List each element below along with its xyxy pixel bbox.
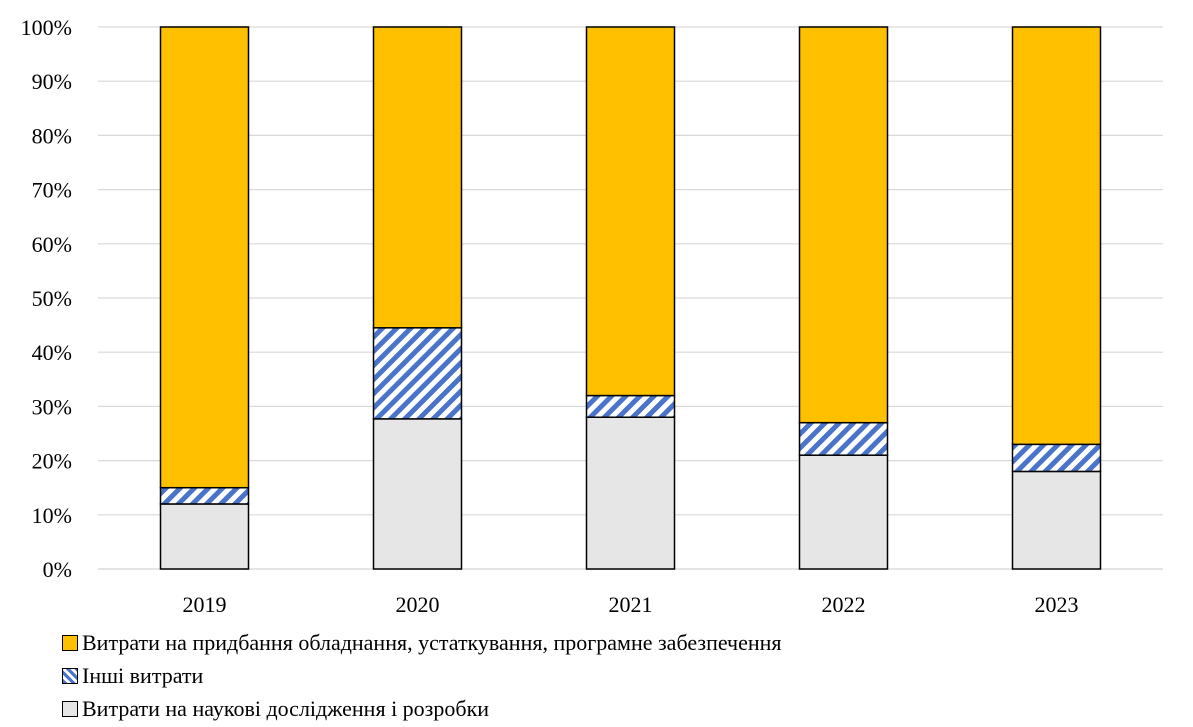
legend-label: Інші витрати — [82, 662, 204, 688]
y-tick-label: 30% — [32, 394, 72, 419]
legend-item: Витрати на придбання обладнання, устатку… — [62, 626, 782, 659]
y-tick-label: 100% — [21, 15, 72, 40]
legend-label: Витрати на придбання обладнання, устатку… — [82, 629, 782, 655]
bar-segment-2019-series-0 — [159, 503, 250, 570]
y-axis-ticks: 0% 10% 20% 30% 40% 50% 60% 70% 80% 90% 100% — [21, 15, 72, 582]
x-tick-label: 2023 — [1035, 592, 1079, 617]
legend-swatch — [62, 700, 78, 717]
x-axis-ticks: 2019 2020 2021 2022 2023 — [183, 592, 1079, 617]
legend-swatch — [62, 634, 78, 651]
legend-item: Інші витрати — [62, 659, 782, 692]
y-tick-label: 10% — [32, 503, 72, 528]
x-tick-label: 2020 — [396, 592, 440, 617]
x-tick-label: 2019 — [183, 592, 227, 617]
bar-segment-2022-series-1 — [798, 421, 889, 456]
bar-segment-2023-series-0 — [1011, 470, 1102, 570]
bar-segment-2023-series-2 — [1011, 26, 1102, 446]
bar-segment-2020-series-2 — [372, 26, 463, 329]
y-tick-label: 90% — [32, 69, 72, 94]
y-tick-label: 20% — [32, 449, 72, 474]
y-tick-label: 60% — [32, 232, 72, 257]
y-tick-label: 50% — [32, 286, 72, 311]
bars — [159, 26, 1102, 570]
x-tick-label: 2022 — [822, 592, 866, 617]
bar-segment-2019-series-1 — [159, 486, 250, 505]
y-tick-label: 0% — [43, 557, 72, 582]
bar-segment-2020-series-1 — [372, 327, 463, 420]
bar-segment-2022-series-0 — [798, 454, 889, 570]
bar-segment-2019-series-2 — [159, 26, 250, 489]
legend-swatch — [62, 667, 78, 684]
y-tick-label: 70% — [32, 178, 72, 203]
bar-segment-2021-series-0 — [585, 416, 676, 570]
bar-segment-2022-series-2 — [798, 26, 889, 424]
x-tick-label: 2021 — [609, 592, 653, 617]
bar-segment-2023-series-1 — [1011, 443, 1102, 473]
bar-segment-2020-series-0 — [372, 418, 463, 570]
y-tick-label: 40% — [32, 340, 72, 365]
legend-label: Витрати на наукові дослідження і розробк… — [82, 695, 490, 721]
bar-segment-2021-series-2 — [585, 26, 676, 397]
y-tick-label: 80% — [32, 123, 72, 148]
legend: Витрати на придбання обладнання, устатку… — [62, 626, 782, 725]
legend-item: Витрати на наукові дослідження і розробк… — [62, 692, 782, 725]
bar-segment-2021-series-1 — [585, 394, 676, 418]
